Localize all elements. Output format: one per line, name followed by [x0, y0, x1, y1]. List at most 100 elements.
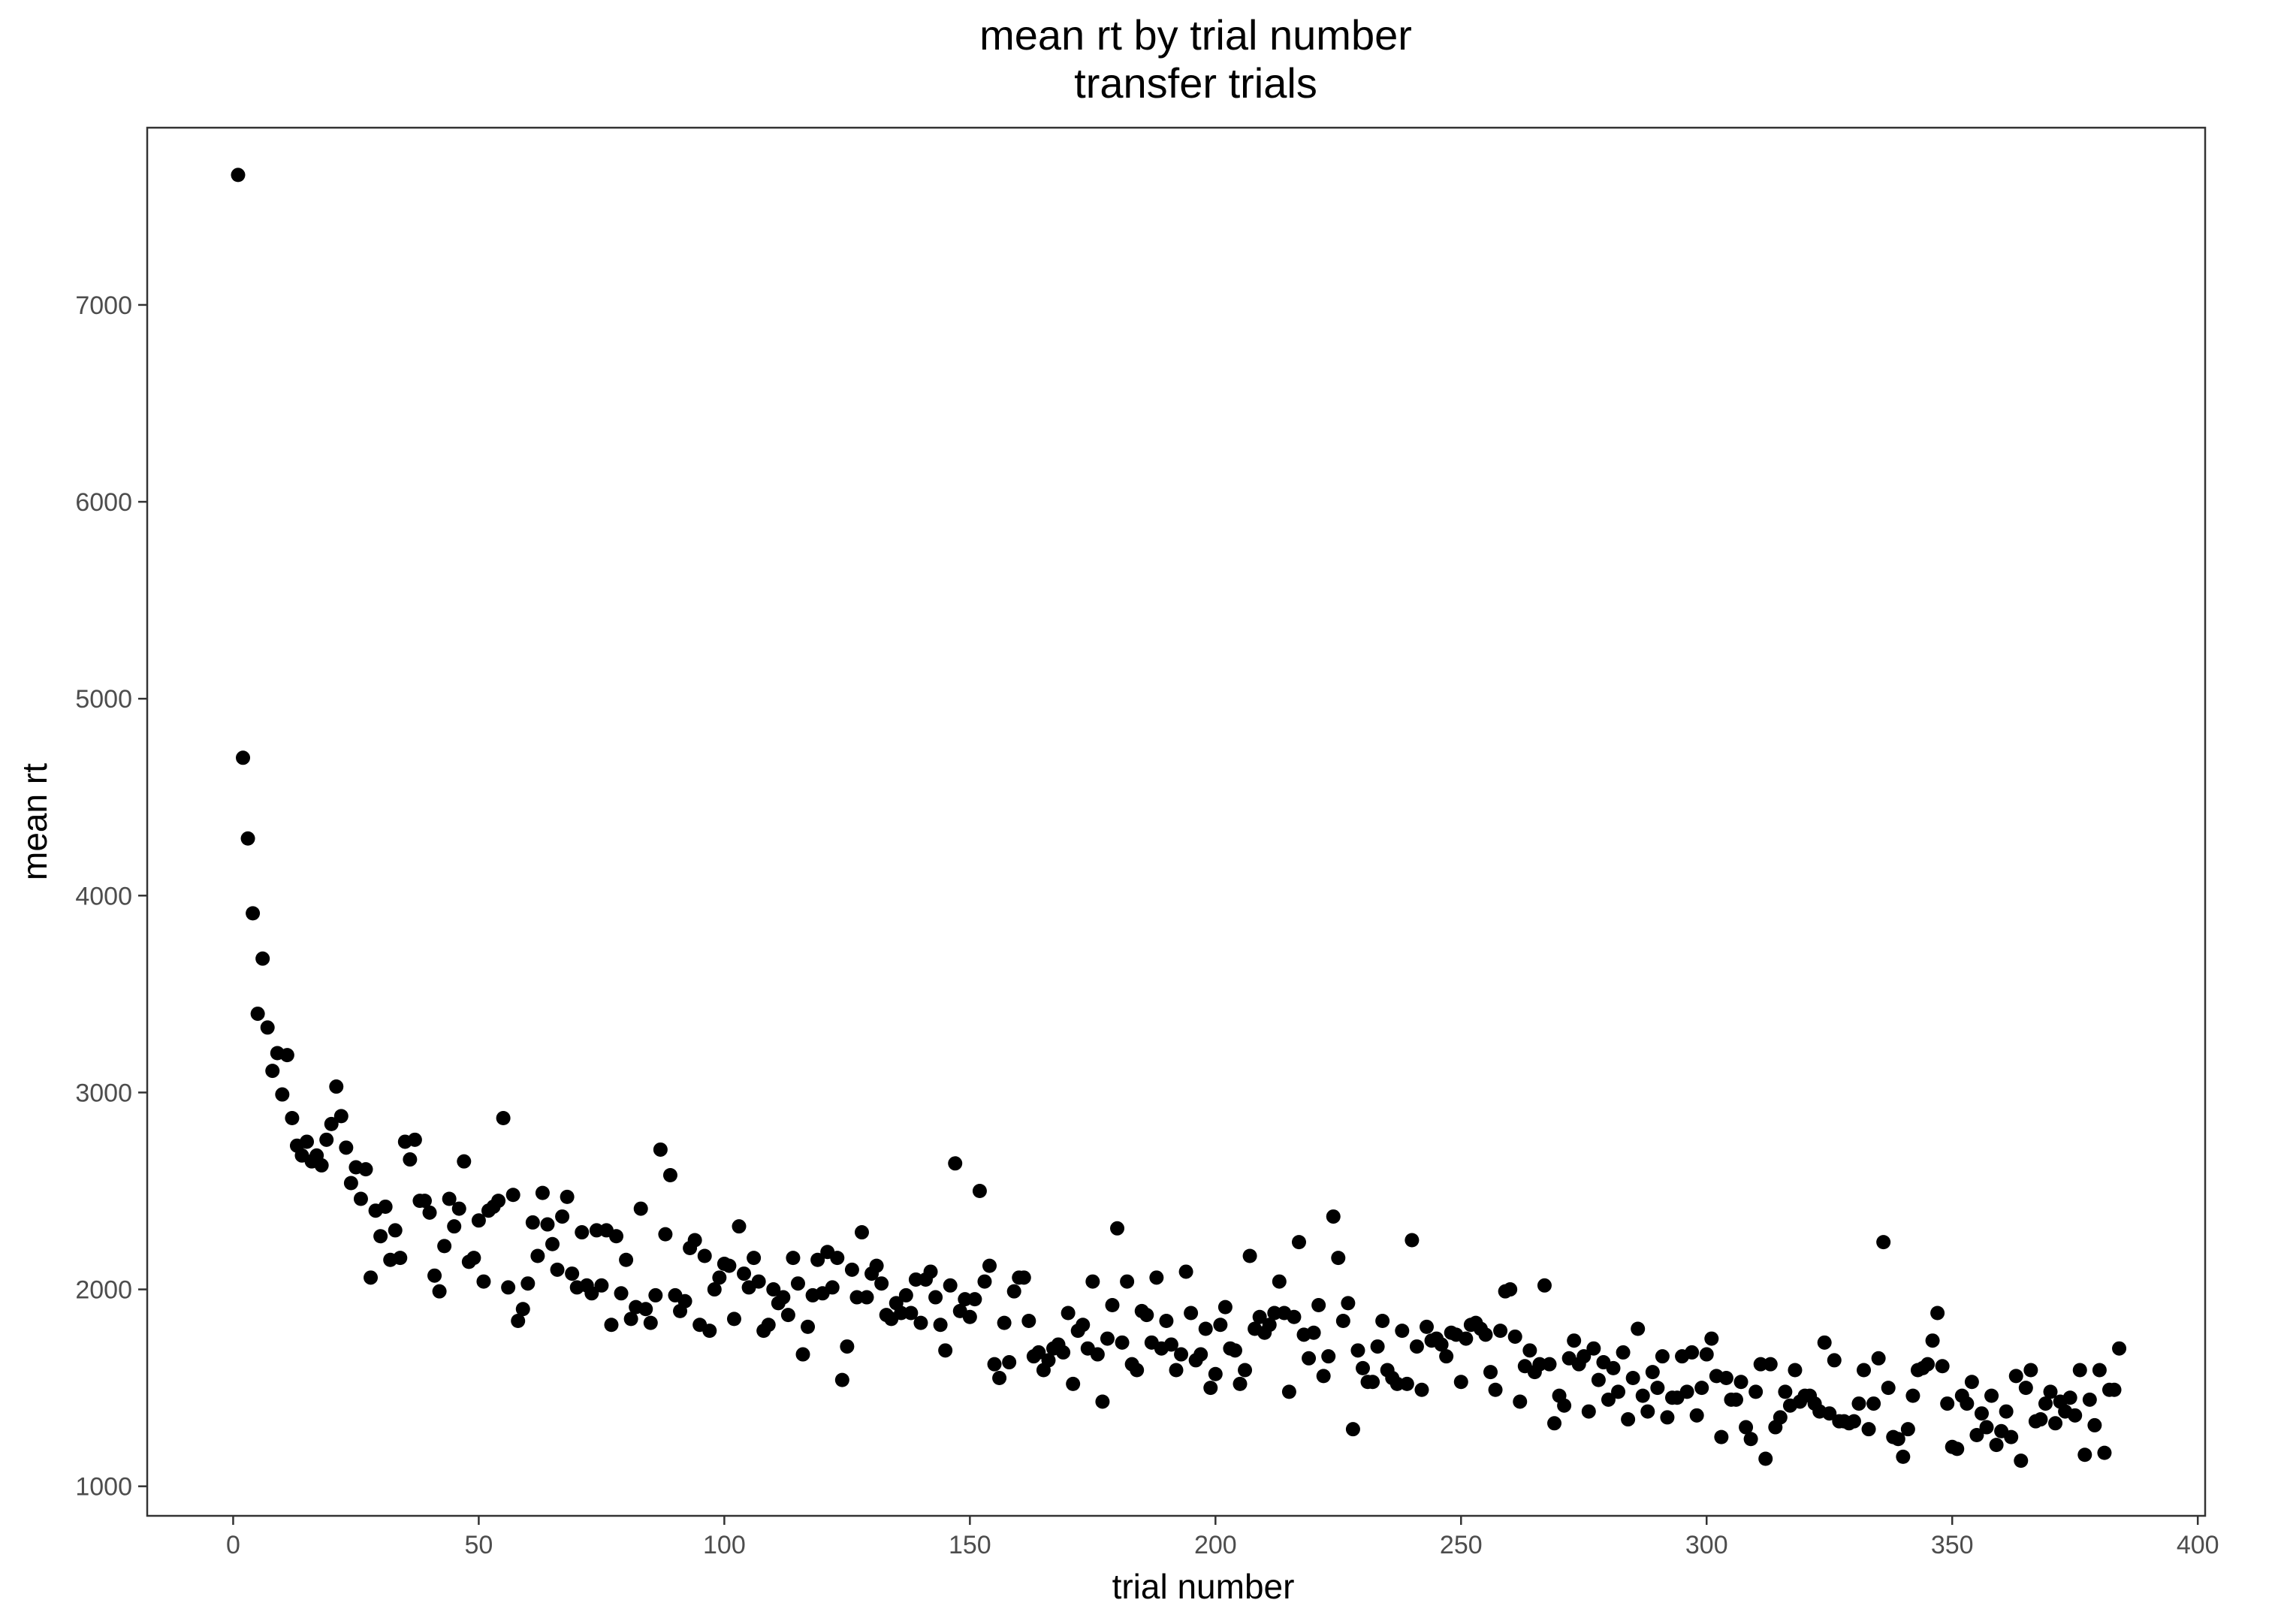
data-point	[1611, 1384, 1626, 1399]
data-point	[520, 1276, 536, 1291]
data-point	[874, 1276, 889, 1291]
data-point	[653, 1142, 668, 1157]
data-point	[1974, 1406, 1989, 1421]
data-point	[1178, 1264, 1193, 1279]
y-tick-label: 5000	[75, 685, 132, 714]
data-point	[1002, 1355, 1017, 1370]
data-point	[1753, 1357, 1768, 1372]
data-point	[240, 831, 255, 846]
data-point	[353, 1191, 368, 1206]
data-point	[1139, 1308, 1154, 1323]
data-point	[904, 1306, 919, 1321]
data-point	[1316, 1369, 1331, 1384]
data-point	[1031, 1345, 1046, 1360]
data-point	[246, 906, 261, 921]
data-point	[1699, 1347, 1714, 1362]
data-point	[1503, 1282, 1518, 1297]
data-point	[1935, 1359, 1950, 1374]
data-point	[265, 1064, 280, 1079]
data-point	[388, 1223, 403, 1238]
data-point	[2008, 1369, 2023, 1384]
data-point	[913, 1315, 928, 1330]
x-axis: 0 50 100 150 200 250 300 350 400	[226, 1516, 2219, 1559]
data-point	[997, 1315, 1012, 1330]
data-point	[894, 1306, 909, 1321]
data-point	[1876, 1235, 1891, 1250]
data-point	[1900, 1422, 1915, 1437]
data-point	[619, 1252, 634, 1267]
data-point	[442, 1191, 457, 1206]
data-point	[589, 1223, 604, 1238]
data-point	[1930, 1306, 1945, 1321]
data-point	[1871, 1351, 1886, 1366]
data-point	[373, 1229, 388, 1244]
data-point	[451, 1201, 466, 1216]
data-point	[923, 1264, 938, 1279]
data-point	[697, 1248, 712, 1263]
data-point	[1960, 1396, 1975, 1411]
data-point	[1281, 1384, 1296, 1399]
data-point	[2004, 1429, 2019, 1444]
data-point	[786, 1251, 801, 1266]
data-point	[540, 1217, 555, 1232]
data-point	[982, 1258, 997, 1273]
data-point	[801, 1319, 816, 1334]
data-point	[1846, 1414, 1861, 1429]
data-point	[2033, 1412, 2048, 1427]
y-tick-label: 7000	[75, 291, 132, 320]
data-point	[1547, 1416, 1562, 1431]
data-point	[722, 1258, 737, 1273]
data-point	[1650, 1381, 1665, 1396]
data-point	[898, 1287, 913, 1303]
data-point	[1213, 1318, 1228, 1333]
data-point	[236, 750, 251, 765]
data-point	[766, 1282, 781, 1297]
y-axis-title: mean rt	[15, 763, 54, 880]
data-point	[447, 1219, 462, 1234]
data-point	[515, 1302, 530, 1317]
data-point	[1773, 1410, 1788, 1425]
data-point	[437, 1239, 452, 1254]
data-point	[496, 1111, 511, 1126]
data-point	[1370, 1339, 1385, 1354]
data-point	[623, 1312, 638, 1327]
data-point	[776, 1290, 791, 1305]
data-point	[712, 1270, 727, 1285]
data-point	[545, 1236, 560, 1251]
data-point	[810, 1252, 825, 1267]
data-point	[1345, 1422, 1360, 1437]
data-point	[560, 1189, 575, 1204]
data-point	[1685, 1345, 1700, 1360]
data-point	[2077, 1447, 2092, 1463]
data-point	[1748, 1384, 1764, 1399]
data-point	[2112, 1341, 2127, 1356]
data-point	[834, 1372, 849, 1387]
data-point	[1763, 1357, 1778, 1372]
x-tick-label: 350	[1931, 1531, 1974, 1559]
data-point	[633, 1201, 648, 1216]
data-point	[1041, 1353, 1056, 1368]
x-tick-label: 0	[226, 1531, 240, 1559]
data-point	[1375, 1313, 1390, 1328]
y-tick-label: 2000	[75, 1276, 132, 1305]
data-point	[825, 1280, 840, 1295]
data-point	[1287, 1309, 1302, 1324]
data-point	[1537, 1278, 1552, 1293]
data-point	[530, 1248, 545, 1263]
data-point	[726, 1312, 741, 1327]
data-point	[275, 1087, 290, 1102]
data-point	[977, 1274, 992, 1289]
data-point	[1704, 1331, 1719, 1346]
data-point	[1056, 1345, 1071, 1360]
data-point	[795, 1347, 810, 1362]
data-point	[1581, 1404, 1596, 1419]
data-point	[2018, 1381, 2033, 1396]
data-point	[972, 1183, 987, 1198]
data-point	[780, 1308, 795, 1323]
data-point	[1640, 1404, 1655, 1419]
data-point	[2038, 1396, 2053, 1411]
data-point	[432, 1284, 447, 1299]
data-point	[1217, 1300, 1233, 1315]
data-point	[2062, 1390, 2077, 1405]
data-point	[2014, 1453, 2029, 1469]
